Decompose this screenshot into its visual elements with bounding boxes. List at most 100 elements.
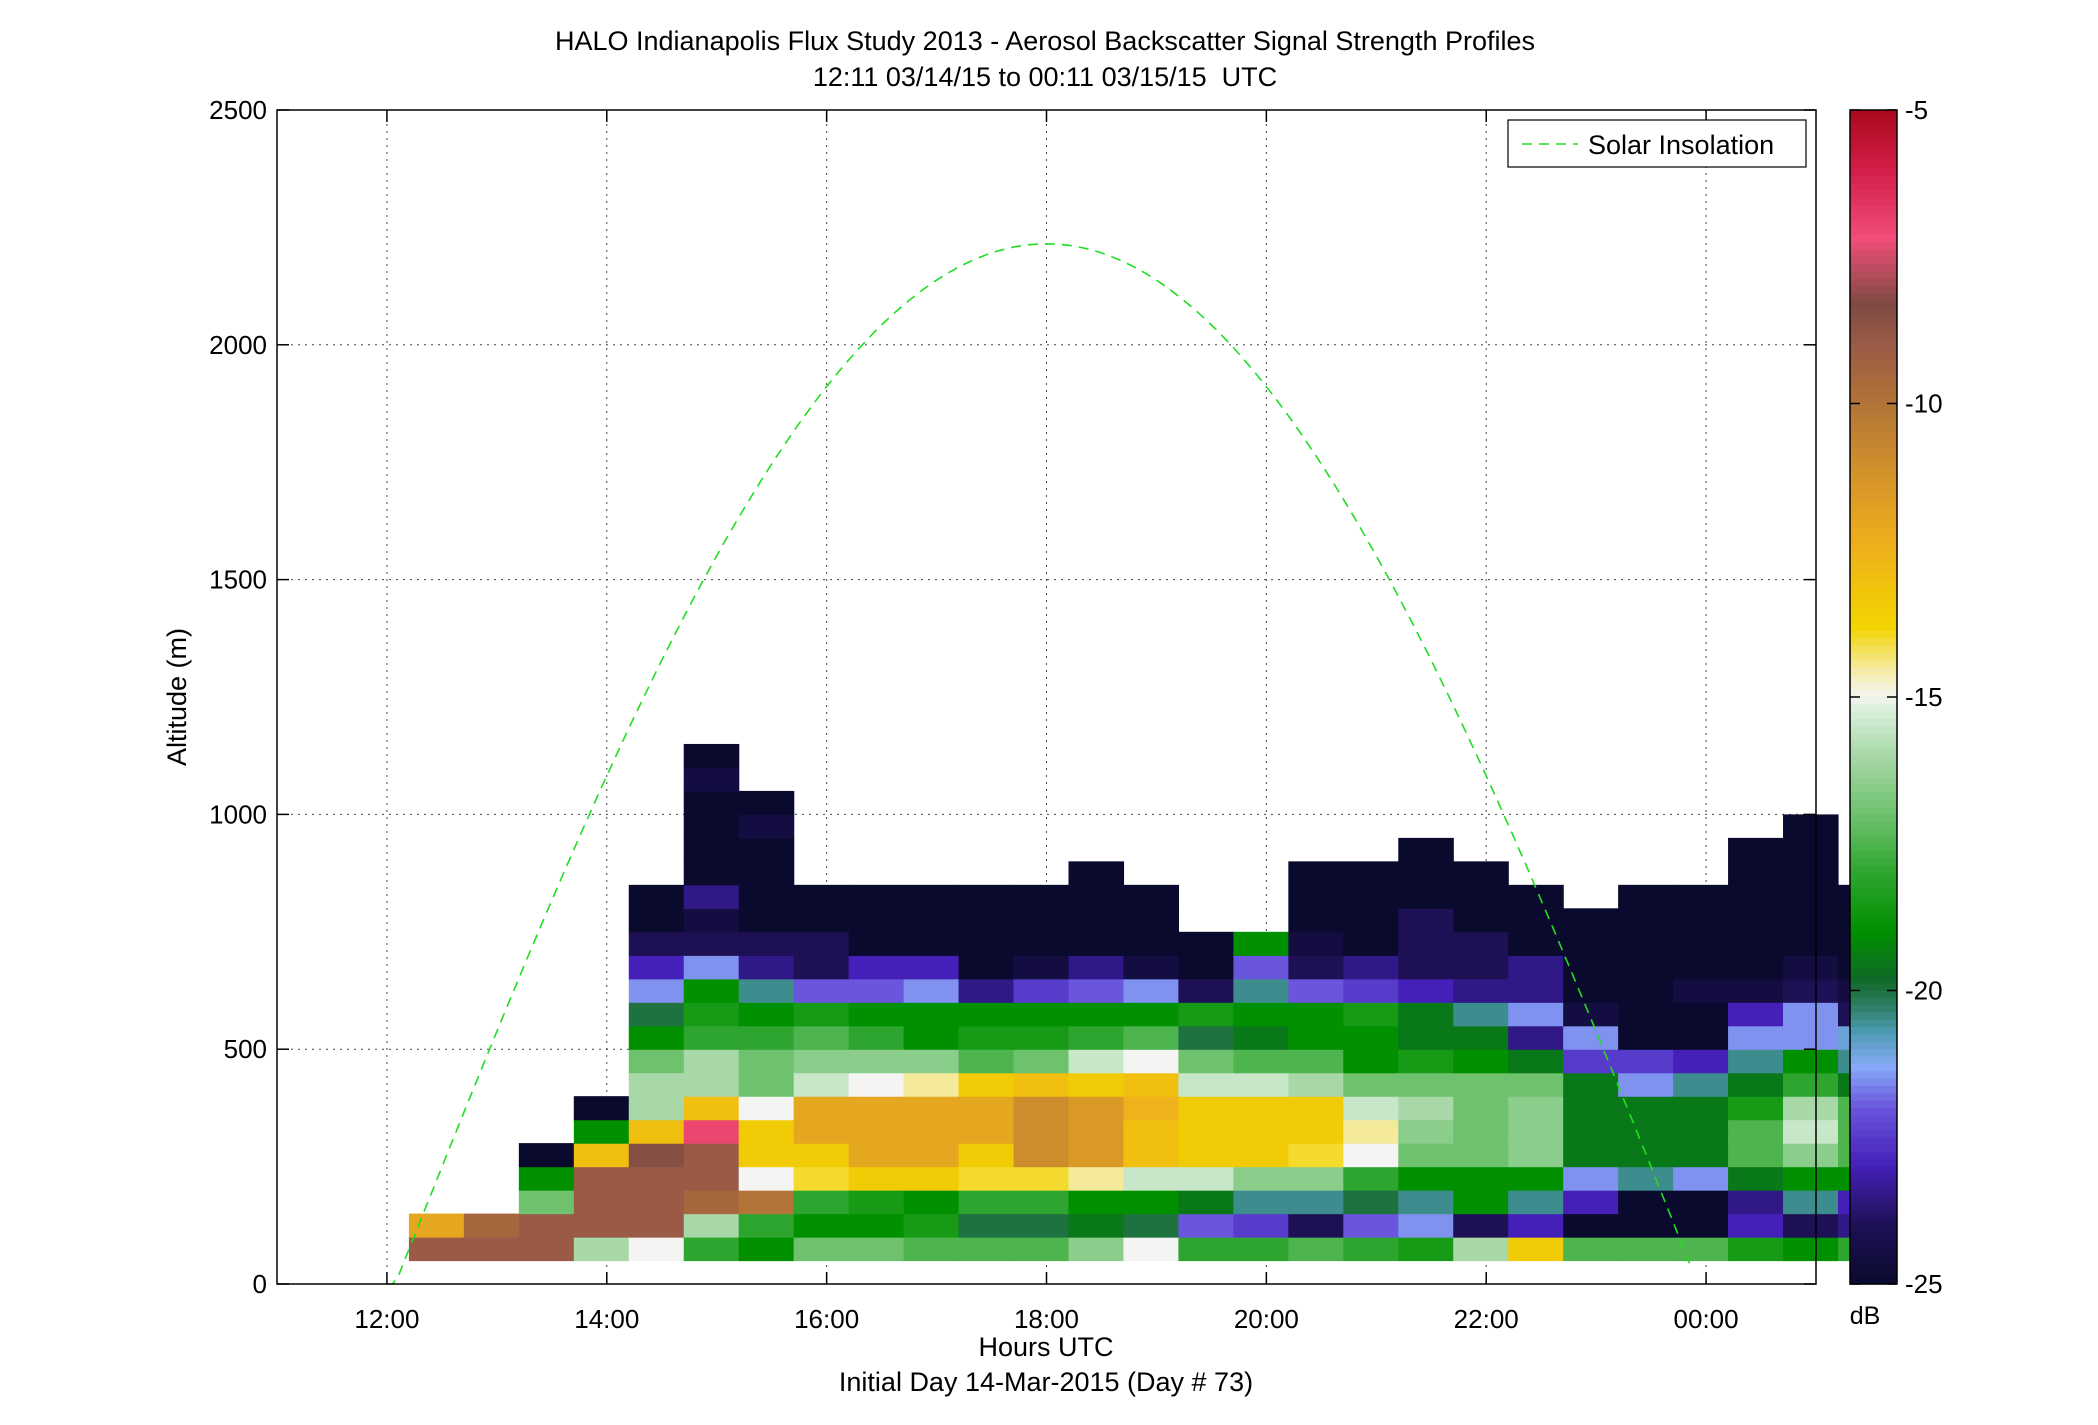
- colorbar-band: [1850, 535, 1897, 544]
- colorbar-band: [1850, 1247, 1897, 1256]
- heatmap-cell: [1068, 908, 1125, 933]
- colorbar-band: [1850, 205, 1897, 214]
- heatmap-cell: [793, 955, 850, 980]
- heatmap-cell: [958, 1190, 1015, 1215]
- heatmap-cell: [1068, 1143, 1125, 1168]
- colorbar-band: [1850, 924, 1897, 933]
- heatmap-cell: [1618, 1166, 1674, 1191]
- colorbar-band: [1850, 550, 1897, 559]
- heatmap-cell: [1618, 1190, 1674, 1215]
- heatmap-cell: [793, 908, 850, 933]
- heatmap-cell: [1508, 1049, 1564, 1074]
- colorbar-band: [1850, 674, 1897, 683]
- heatmap-cell: [1453, 955, 1509, 980]
- heatmap-cell: [1783, 1002, 1839, 1027]
- heatmap-cell: [1508, 1119, 1564, 1144]
- colorbar-band: [1850, 146, 1897, 155]
- colorbar-band: [1850, 1005, 1897, 1014]
- heatmap-cell: [1783, 955, 1839, 980]
- heatmap-cell: [1673, 1119, 1729, 1144]
- heatmap-cell: [1673, 1213, 1729, 1238]
- heatmap-cell: [683, 1119, 740, 1144]
- legend: Solar Insolation: [1507, 119, 1807, 168]
- colorbar-band: [1850, 1232, 1897, 1241]
- heatmap-cell: [1563, 1143, 1619, 1168]
- colorbar-label: dB: [1850, 1302, 1881, 1330]
- colorbar-band: [1850, 1107, 1897, 1116]
- colorbar-band: [1850, 176, 1897, 184]
- colorbar-band: [1850, 770, 1897, 779]
- heatmap-cell: [1233, 1119, 1289, 1144]
- heatmap-cell: [1508, 884, 1564, 909]
- heatmap-cell: [463, 1213, 520, 1238]
- heatmap-cell: [1343, 1190, 1399, 1215]
- heatmap-cell: [1783, 837, 1839, 862]
- heatmap-cell: [1453, 1237, 1509, 1262]
- colorbar-band: [1850, 792, 1897, 801]
- heatmap-cell: [1563, 1025, 1619, 1050]
- colorbar-band: [1850, 132, 1897, 140]
- colorbar-band: [1850, 161, 1897, 170]
- heatmap-cell: [1178, 955, 1234, 980]
- heatmap-cell: [848, 1119, 905, 1144]
- heatmap-cell: [1288, 1213, 1344, 1238]
- heatmap-cell: [1563, 1237, 1619, 1262]
- colorbar-band: [1850, 983, 1897, 992]
- heatmap-cell: [848, 908, 905, 933]
- heatmap-cell: [848, 884, 905, 909]
- heatmap-cell: [1563, 1190, 1619, 1215]
- colorbar-band: [1850, 748, 1897, 757]
- heatmap-cell: [1013, 908, 1070, 933]
- heatmap-cell: [1343, 1143, 1399, 1168]
- heatmap-cell: [958, 1166, 1015, 1191]
- heatmap-cell: [1783, 1096, 1839, 1121]
- colorbar-band: [1850, 1034, 1897, 1043]
- heatmap-cell: [1068, 884, 1125, 909]
- heatmap-cell: [848, 1213, 905, 1238]
- heatmap-cell: [1618, 955, 1674, 980]
- heatmap-cell: [1123, 1002, 1180, 1027]
- heatmap-cell: [1068, 978, 1125, 1003]
- heatmap-cell: [1123, 978, 1180, 1003]
- colorbar-band: [1850, 506, 1897, 515]
- x-tick-label: 16:00: [794, 1304, 859, 1334]
- x-axis-label: Hours UTC: [978, 1332, 1113, 1362]
- heatmap-cell: [1398, 1072, 1454, 1097]
- heatmap-cell: [1673, 908, 1729, 933]
- y-axis-label: Altitude (m): [162, 628, 192, 766]
- heatmap-cell: [738, 884, 795, 909]
- heatmap-cell: [1288, 1072, 1344, 1097]
- heatmap-cell: [1728, 1002, 1784, 1027]
- heatmap-cell: [683, 790, 740, 815]
- colorbar-band: [1850, 704, 1897, 713]
- heatmap-cell: [628, 978, 685, 1003]
- heatmap-cell: [1013, 1143, 1070, 1168]
- colorbar-band: [1850, 513, 1897, 522]
- colorbar-band: [1850, 1093, 1897, 1102]
- heatmap-cell: [1398, 1213, 1454, 1238]
- colorbar-band: [1850, 286, 1897, 295]
- heatmap-cell: [1563, 1072, 1619, 1097]
- heatmap-cell: [848, 978, 905, 1003]
- heatmap-cell: [1068, 1072, 1125, 1097]
- colorbar-tick-label: -5: [1905, 95, 1928, 125]
- heatmap-cell: [628, 1072, 685, 1097]
- heatmap-cell: [793, 1096, 850, 1121]
- heatmap-cell: [1178, 931, 1234, 956]
- colorbar-band: [1850, 843, 1897, 852]
- heatmap-cell: [1123, 1096, 1180, 1121]
- colorbar-band: [1850, 1151, 1897, 1160]
- heatmap-cell: [1508, 1096, 1564, 1121]
- heatmap-cell: [1343, 1096, 1399, 1121]
- heatmap-cell: [1728, 955, 1784, 980]
- heatmap-cell: [793, 1237, 850, 1262]
- heatmap-cell: [1728, 837, 1784, 862]
- heatmap-cell: [903, 1072, 960, 1097]
- heatmap-cell: [738, 1190, 795, 1215]
- heatmap-cell: [848, 1143, 905, 1168]
- heatmap-cell: [903, 1002, 960, 1027]
- heatmap-cell: [903, 908, 960, 933]
- heatmap-cell: [958, 1025, 1015, 1050]
- heatmap-cell: [1123, 1049, 1180, 1074]
- heatmap-cell: [1673, 1002, 1729, 1027]
